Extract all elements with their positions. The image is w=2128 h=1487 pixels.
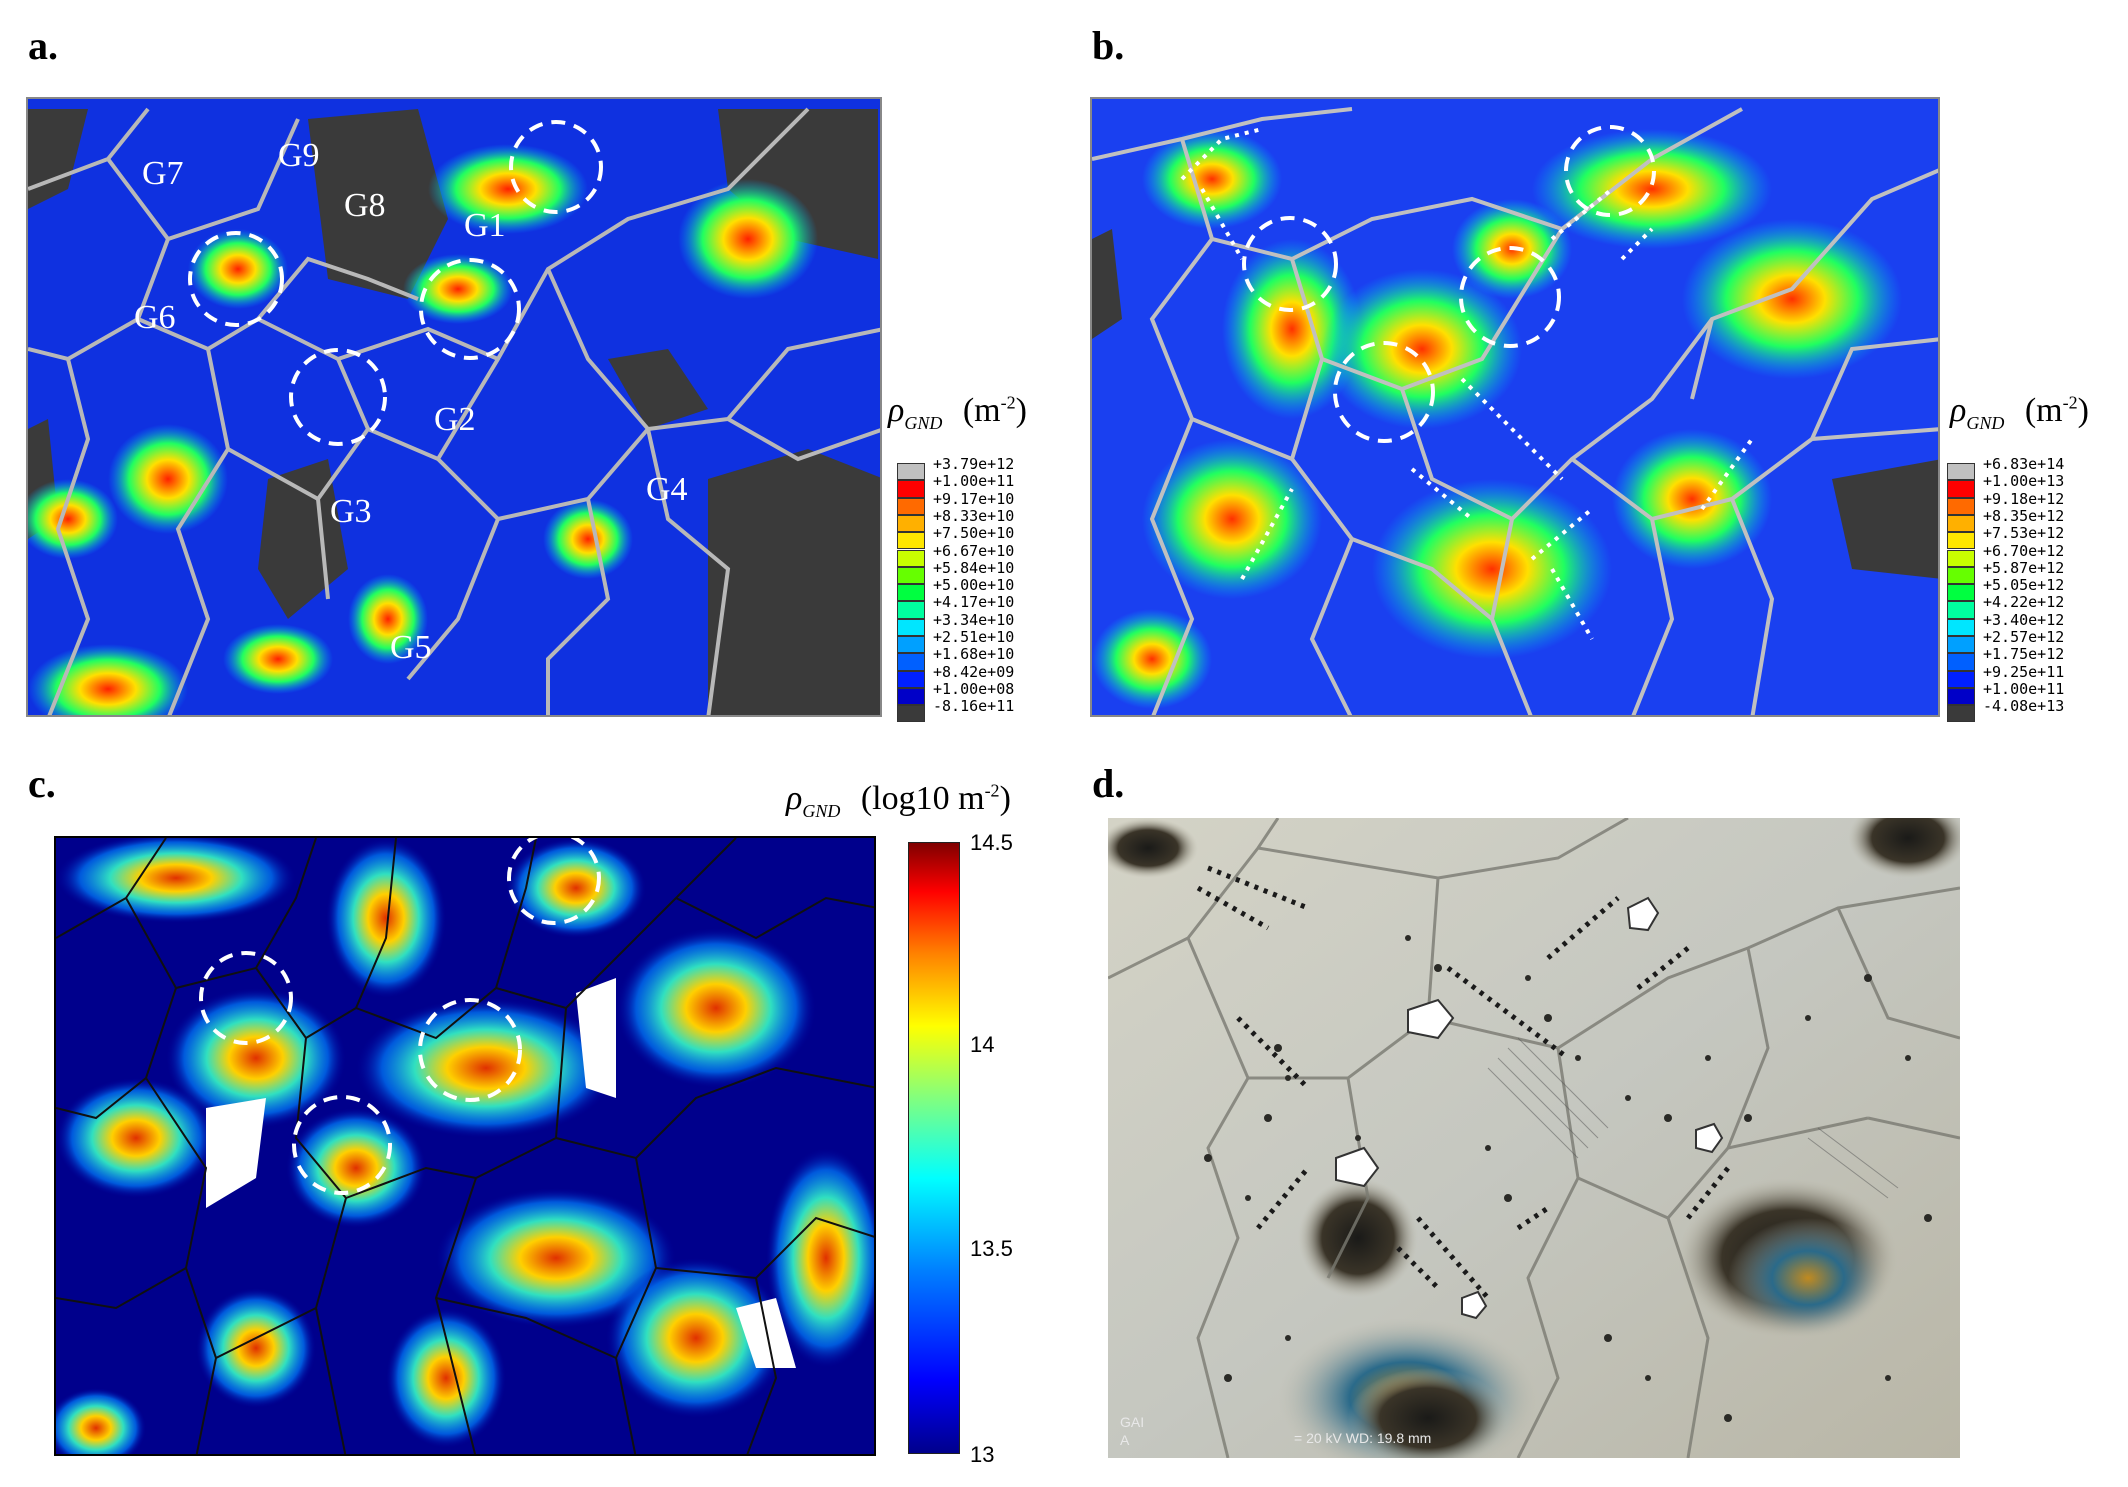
legend-swatch [897,601,925,619]
legend-value: +2.57e+12 [1983,628,2065,646]
grain-label-g5: G5 [390,629,432,666]
legend-value: +8.35e+12 [1983,506,2065,525]
legend-value: +7.50e+10 [933,524,1015,543]
legend-swatch [897,653,925,671]
sem-footer-params: = 20 kV WD: 19.8 mm [1294,1430,1432,1446]
legend-value: +1.00e+13 [1983,472,2065,491]
legend-swatch [1947,497,1975,515]
grain-label-g1: G1 [464,207,506,244]
cbar-tick: 14.5 [970,830,1013,855]
legend-swatch [1947,670,1975,688]
legend-value: +3.34e+10 [933,610,1015,629]
legend-swatch [897,549,925,567]
legend-value: +4.17e+10 [933,593,1015,612]
legend-a: +3.79e+12 +1.00e+11 +9.17e+10 +8.33e+10 +7.5… [897,455,1047,723]
grain-label-g8: G8 [344,187,386,224]
legend-value: +6.67e+10 [933,541,1015,560]
gnd-map-b [1090,97,1940,717]
legend-value: +8.33e+10 [933,506,1015,525]
panel-label-a: a. [28,23,58,68]
legend-swatch [897,480,925,498]
legend-swatch [1947,584,1975,602]
legend-swatch [897,463,925,481]
legend-swatch [1947,566,1975,585]
legend-value: +1.00e+11 [1983,679,2065,698]
legend-value: +9.18e+12 [1983,489,2065,508]
legend-swatch [1947,705,1975,723]
legend-swatch [897,566,925,585]
legend-swatch [897,584,925,602]
legend-value: +9.25e+11 [1983,662,2065,681]
legend-swatch [897,636,925,654]
legend-value: -4.08e+13 [1983,697,2065,716]
gnd-map-a: G7 G9 G8 G1 G6 G2 G3 G4 G5 [26,97,882,717]
colorbar-c [908,842,960,1454]
legend-swatch [897,705,925,723]
legend-swatch [1947,549,1975,567]
gnd-map-c [54,836,876,1456]
grain-label-g3: G3 [330,493,372,530]
legend-b: +6.83e+14 +1.00e+13 +9.18e+12 +8.35e+12 +7.5… [1947,455,2097,723]
legend-value: +2.51e+10 [933,628,1015,646]
legend-value: +3.79e+12 [933,455,1015,473]
sem-image-d: GAI A = 20 kV WD: 19.8 mm [1108,818,1960,1458]
legend-value: +1.68e+10 [933,645,1015,664]
grain-label-g4: G4 [646,471,688,508]
legend-swatch [1947,687,1975,706]
legend-swatch [1947,601,1975,619]
legend-swatch [1947,480,1975,498]
panel-label-d: d. [1092,761,1125,806]
legend-value: +6.83e+14 [1983,455,2065,473]
legend-swatch [897,497,925,515]
legend-value: +6.70e+12 [1983,541,2065,560]
legend-swatch [1947,636,1975,654]
sem-footer-a: A [1120,1432,1130,1448]
grain-label-g6: G6 [134,299,176,336]
legend-value: +7.53e+12 [1983,524,2065,543]
legend-swatch [1947,653,1975,671]
sem-footer-detector: GAI [1120,1414,1145,1430]
legend-value: +5.87e+12 [1983,558,2065,577]
legend-value: -8.16e+11 [933,697,1015,716]
legend-swatch [1947,514,1975,533]
legend-value: +1.00e+11 [933,472,1015,491]
cbar-title-c: ρGND (log10 m-2) [786,780,1011,821]
panel-label-b: b. [1092,23,1125,68]
grain-label-g7: G7 [142,155,184,192]
legend-title-a: ρGND (m-2) [888,392,1027,433]
grain-label-g9: G9 [278,137,320,174]
legend-swatch [1947,463,1975,481]
legend-value: +8.42e+09 [933,662,1015,681]
legend-value: +4.22e+12 [1983,593,2065,612]
grain-label-g2: G2 [434,401,476,438]
legend-value: +5.84e+10 [933,558,1015,577]
legend-swatch [897,514,925,533]
legend-value: +5.00e+10 [933,576,1015,595]
legend-swatch [1947,618,1975,636]
cbar-tick: 13.5 [970,1236,1013,1261]
legend-swatch [897,687,925,706]
cbar-tick: 14 [970,1032,995,1057]
legend-value: +1.75e+12 [1983,645,2065,664]
legend-value: +1.00e+08 [933,679,1015,698]
panel-label-c: c. [28,761,56,806]
legend-swatch [897,670,925,688]
legend-value: +9.17e+10 [933,489,1015,508]
legend-value: +3.40e+12 [1983,610,2065,629]
cbar-tick: 13 [970,1442,995,1467]
legend-swatch [897,532,925,550]
legend-value: +5.05e+12 [1983,576,2065,595]
legend-title-b: ρGND (m-2) [1950,392,2089,433]
legend-swatch [897,618,925,636]
legend-swatch [1947,532,1975,550]
